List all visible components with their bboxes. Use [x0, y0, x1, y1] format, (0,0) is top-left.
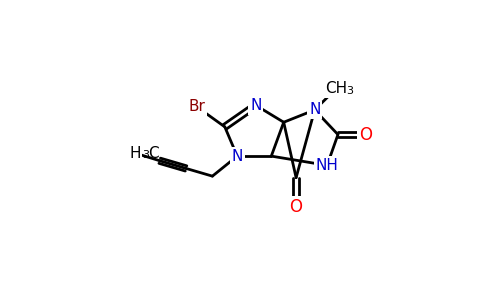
Text: NH: NH [316, 158, 338, 173]
Text: 3: 3 [143, 150, 150, 160]
Text: N: N [309, 102, 320, 117]
Text: H: H [129, 146, 141, 160]
Text: O: O [359, 126, 372, 144]
Text: N: N [250, 98, 261, 113]
Text: 3: 3 [347, 86, 353, 96]
Text: Br: Br [188, 99, 205, 114]
Text: CH: CH [325, 81, 348, 96]
Text: O: O [289, 198, 302, 216]
Text: C: C [148, 146, 159, 160]
Text: N: N [231, 148, 243, 164]
